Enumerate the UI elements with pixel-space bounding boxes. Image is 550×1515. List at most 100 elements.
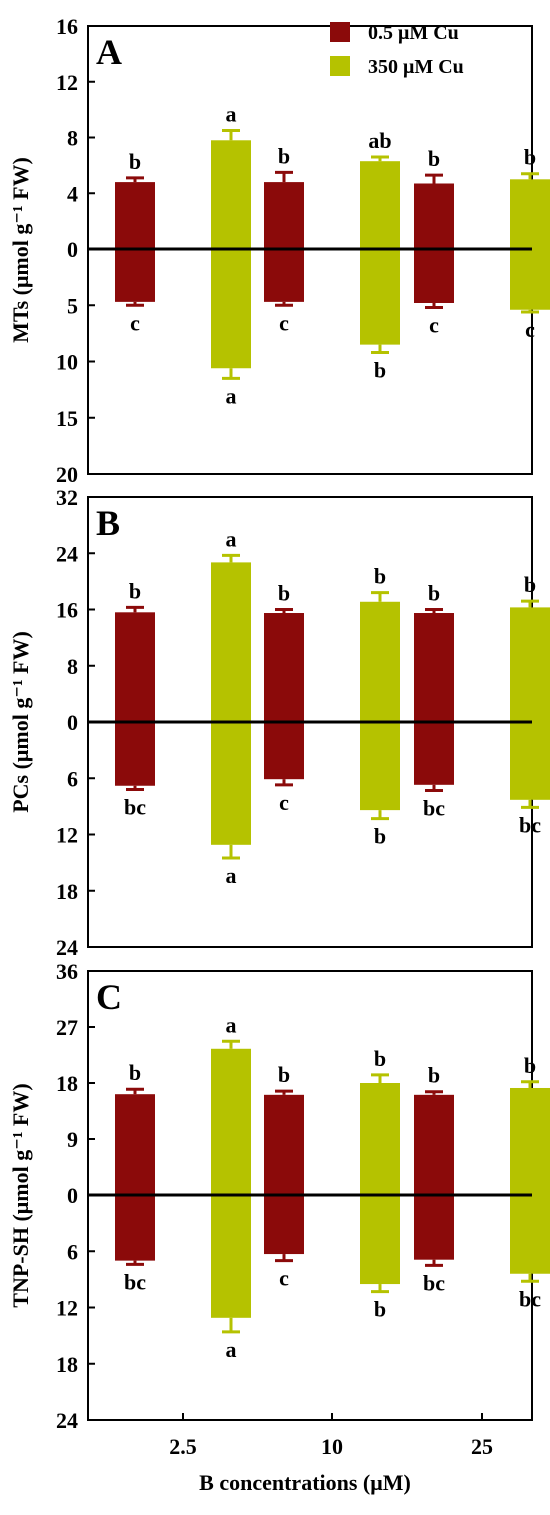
significance-letter: bc [423, 1270, 445, 1295]
bar-lower [510, 722, 550, 800]
bar-upper [414, 183, 454, 249]
bar-lower [211, 722, 251, 845]
y-tick-label: 36 [56, 959, 78, 984]
bar-upper [115, 612, 155, 722]
significance-letter: b [374, 564, 386, 589]
y-tick-label: 5 [67, 293, 78, 318]
significance-letter: c [130, 310, 140, 335]
y-tick-label: 27 [56, 1015, 78, 1040]
bar-lower [211, 249, 251, 369]
significance-letter: c [525, 317, 535, 342]
significance-letter: b [374, 1046, 386, 1071]
significance-letter: b [524, 572, 536, 597]
bar-upper [510, 1087, 550, 1195]
panel-letter: B [96, 503, 120, 543]
significance-letter: b [374, 358, 386, 383]
y-tick-label: 18 [56, 1071, 78, 1096]
significance-letter: b [129, 149, 141, 174]
y-tick-label: 15 [56, 406, 78, 431]
bar-lower [360, 1195, 400, 1285]
bar-upper [211, 1048, 251, 1195]
significance-letter: c [279, 310, 289, 335]
y-tick-label: 24 [56, 1408, 78, 1433]
significance-letter: b [524, 145, 536, 170]
significance-letter: b [428, 1063, 440, 1088]
bar-upper [115, 182, 155, 249]
significance-letter: b [129, 578, 141, 603]
significance-letter: b [278, 143, 290, 168]
legend: 0.5 μM Cu 350 μM Cu [330, 22, 464, 78]
significance-letter: c [279, 1266, 289, 1291]
significance-letter: ab [368, 128, 391, 153]
significance-letter: b [374, 824, 386, 849]
significance-letter: bc [519, 812, 541, 837]
significance-letter: b [428, 146, 440, 171]
significance-letter: b [374, 1297, 386, 1322]
y-tick-label: 10 [56, 350, 78, 375]
legend-swatch [330, 22, 350, 42]
y-tick-label: 6 [67, 766, 78, 791]
significance-letter: bc [124, 1269, 146, 1294]
significance-letter: b [278, 1062, 290, 1087]
y-tick-label: 8 [67, 654, 78, 679]
significance-letter: a [226, 1337, 237, 1362]
y-axis-title: MTs (μmol g⁻¹ FW) [8, 157, 33, 343]
bar-upper [360, 1083, 400, 1195]
bar-upper [211, 562, 251, 722]
bar-upper [115, 1094, 155, 1195]
x-tick-label: 10 [321, 1434, 343, 1459]
bar-lower [414, 1195, 454, 1260]
significance-letter: a [226, 102, 237, 127]
y-tick-label: 0 [67, 237, 78, 262]
bar-lower [360, 249, 400, 345]
y-tick-label: 8 [67, 126, 78, 151]
y-tick-label: 0 [67, 1183, 78, 1208]
bar-upper [414, 613, 454, 722]
y-tick-label: 20 [56, 462, 78, 487]
bar-lower [264, 249, 304, 302]
legend-label: 350 μM Cu [368, 56, 464, 78]
bar-lower [264, 722, 304, 780]
bar-lower [360, 722, 400, 811]
legend-swatch [330, 56, 350, 76]
bar-lower [414, 722, 454, 785]
x-tick-label: 2.5 [169, 1434, 197, 1459]
y-tick-label: 12 [56, 1296, 78, 1321]
legend-label: 0.5 μM Cu [368, 22, 459, 44]
y-tick-label: 12 [56, 823, 78, 848]
y-tick-label: 16 [56, 598, 78, 623]
significance-letter: b [129, 1060, 141, 1085]
panel-letter: C [96, 977, 122, 1017]
significance-letter: bc [423, 795, 445, 820]
significance-letter: c [279, 790, 289, 815]
bar-lower [211, 1195, 251, 1318]
significance-letter: b [524, 1053, 536, 1078]
y-tick-label: 4 [67, 181, 78, 206]
significance-letter: bc [519, 1286, 541, 1311]
bar-lower [115, 722, 155, 786]
bar-upper [510, 179, 550, 249]
panel-letter: A [96, 32, 122, 72]
significance-letter: b [278, 581, 290, 606]
y-tick-label: 9 [67, 1127, 78, 1152]
significance-letter: a [226, 526, 237, 551]
x-tick-label: 25 [471, 1434, 493, 1459]
y-tick-label: 12 [56, 70, 78, 95]
y-tick-label: 18 [56, 1352, 78, 1377]
significance-letter: a [226, 383, 237, 408]
bar-upper [510, 607, 550, 722]
bar-lower [510, 1195, 550, 1274]
bar-lower [510, 249, 550, 310]
y-tick-label: 24 [56, 935, 78, 960]
significance-letter: b [428, 581, 440, 606]
bar-upper [211, 140, 251, 249]
bar-lower [115, 1195, 155, 1261]
significance-letter: a [226, 1012, 237, 1037]
x-axis: 2.5 10 25 B concentrations (μM) [169, 1413, 493, 1495]
bar-lower [115, 249, 155, 302]
bar-upper [414, 1094, 454, 1195]
